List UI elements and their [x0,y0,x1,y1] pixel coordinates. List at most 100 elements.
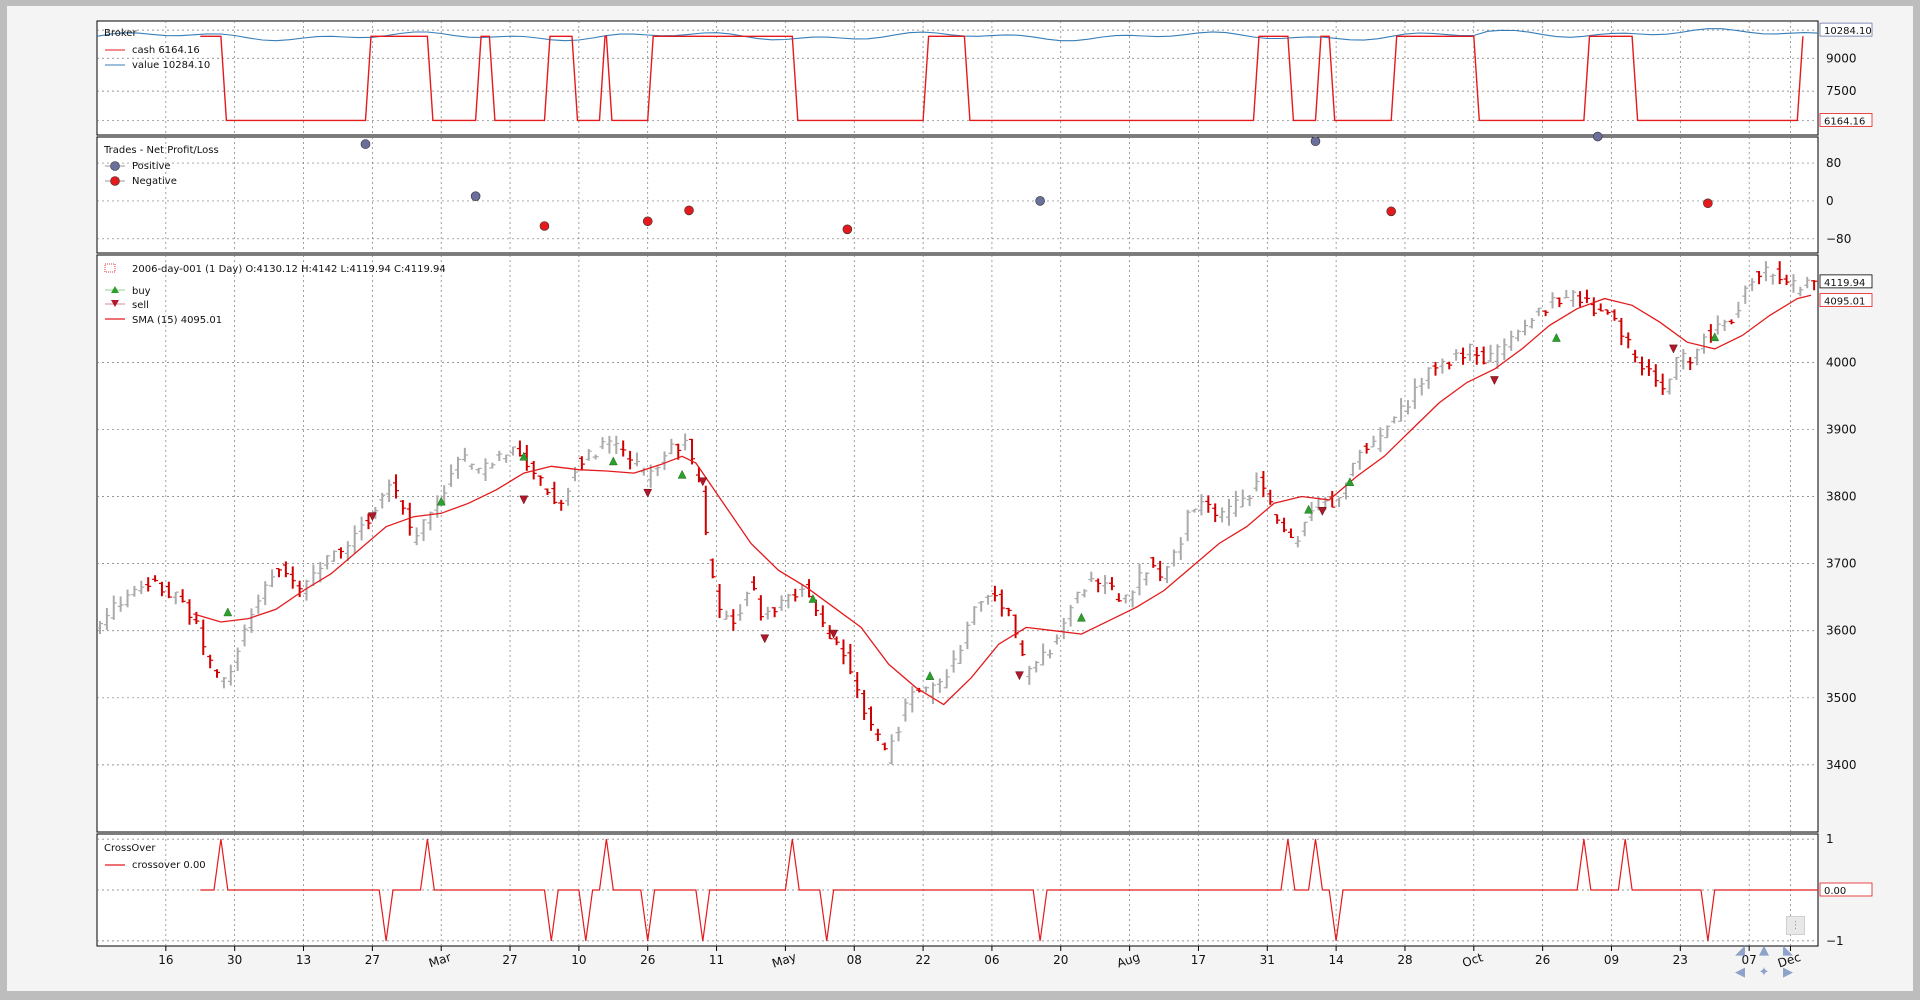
xtick-label-7: 26 [640,953,655,967]
crossover-ytick-1: 1 [1826,832,1834,846]
price-legend-sell-marker [111,300,119,307]
sell-marker-9 [1669,344,1678,354]
sell-marker-6 [1015,671,1024,681]
trade-point-0 [360,139,371,149]
buy-marker-11 [1710,332,1720,342]
xtick-label-3: 27 [365,953,380,967]
navigation-pad[interactable]: ◢ ▲ ◣ ◀ ✦ ▶ [1730,940,1802,1000]
xtick-label-10: 08 [847,953,862,967]
trades-ytick-0: 80 [1826,156,1841,170]
crossover-last-label: 0.00 [1824,886,1846,897]
panel-2-frame [96,136,1819,254]
sell-marker-5 [829,629,838,639]
nav-left-icon[interactable]: ◀ [1735,964,1745,980]
trade-point-1 [470,191,481,201]
xtick-label-5: 27 [502,953,517,967]
trade-point-2 [539,221,550,231]
buy-marker-1 [436,496,446,506]
nav-up-left-icon[interactable]: ◢ [1735,942,1745,958]
xtick-label-23: 07 [1742,953,1757,967]
trades-ytick-1: 0 [1826,194,1834,208]
trade-point-4 [684,205,694,216]
crossover-line [200,839,1818,941]
trade-point-5 [842,224,853,235]
price-ytick-0: 4000 [1826,355,1857,369]
panel-3-frame [96,254,1819,833]
broker-legend-value: value 10284.10 [132,60,210,71]
price-ytick-4: 3600 [1826,624,1857,638]
xtick-label-11: 22 [915,953,930,967]
trade-point-9 [1592,131,1603,142]
trade-point-3 [642,216,653,227]
crossover-title: CrossOver [104,843,156,854]
trades-legend-positive-marker [110,161,120,171]
buy-marker-7 [1077,612,1086,622]
sell-marker-3 [698,477,708,487]
price-legend-sma: SMA (15) 4095.01 [132,315,222,326]
xtick-label-1: 30 [227,953,242,967]
xtick-label-4: Mar [427,950,453,970]
broker-title: Broker [104,28,137,39]
broker-value-last-box [1819,22,1873,37]
xtick-label-17: 14 [1328,953,1343,967]
xtick-label-6: 10 [571,953,586,967]
price-ytick-5: 3500 [1826,691,1857,705]
panel-1-frame [96,20,1819,136]
nav-up-right-icon[interactable]: ◣ [1783,942,1793,958]
xtick-label-21: 09 [1604,953,1619,967]
xtick-label-2: 13 [296,953,311,967]
price-close-last-label: 4119.94 [1824,278,1865,289]
broker-ytick-9000: 9000 [1826,51,1857,65]
broker-ytick-7500: 7500 [1826,84,1857,98]
scroll-up-button[interactable]: ⋮ [1786,916,1805,935]
plot-window: 16 30 13 27 Mar 27 10 26 11 May 08 22 06 20 Aug 17 31 14 2… [7,6,1913,991]
trade-point-6 [1035,196,1045,206]
price-title: 2006-day-001 (1 Day) O:4130.12 H:4142 L:… [132,264,446,275]
nav-center-icon[interactable]: ✦ [1758,964,1770,980]
xtick-label-19: Oct [1461,950,1485,970]
sell-marker-0 [367,512,377,522]
price-sma-last-label-box [1819,293,1873,308]
crossover-ytick-neg1: −1 [1826,934,1844,948]
nav-up-icon[interactable]: ▲ [1759,942,1769,958]
xtick-label-16: 31 [1260,953,1275,967]
buy-marker-2 [519,451,529,461]
xtick-label-24: Dec [1776,950,1802,970]
trades-ytick-2: −80 [1826,232,1851,246]
broker-cash-last-label: 6164.16 [1824,116,1865,127]
buy-marker-8 [1304,504,1313,514]
price-legend-buy-marker [111,286,119,293]
trade-point-7 [1310,136,1321,147]
buy-marker-10 [1552,332,1561,342]
buy-marker-6 [925,671,935,680]
price-legend-ohlc-swatch [104,263,116,273]
price-ytick-6: 3400 [1826,758,1857,772]
trades-legend-negative: Negative [132,176,177,187]
buy-marker-4 [677,469,687,479]
price-ytick-3: 3700 [1826,557,1857,571]
buy-marker-9 [1345,477,1355,487]
broker-cash-last-label-box [1819,113,1873,127]
price-ytick-2: 3800 [1826,490,1857,504]
broker-cash-line [200,35,1804,122]
price-ytick-1: 3900 [1826,422,1857,436]
sell-marker-8 [1490,376,1499,386]
trades-legend-negative-marker [110,176,120,186]
price-legend-buy: buy [132,286,151,297]
nav-right-icon[interactable]: ▶ [1783,964,1793,980]
crossover-legend: crossover 0.00 [132,860,206,871]
broker-legend-cash: cash 6164.16 [132,45,200,56]
xtick-label-15: 17 [1191,953,1206,967]
chart-canvas: 16 30 13 27 Mar 27 10 26 11 May 08 22 06 20 Aug 17 31 14 2… [96,20,1873,971]
xtick-label-13: 20 [1053,953,1068,967]
xtick-label-20: 26 [1535,953,1550,967]
sell-marker-7 [1317,507,1327,516]
xtick-label-22: 23 [1673,953,1688,967]
sell-marker-4 [760,634,770,644]
trades-title: Trades - Net Profit/Loss [103,145,219,156]
trades-legend-positive: Positive [132,161,171,172]
xtick-label-12: 06 [984,953,999,967]
buy-marker-3 [608,456,618,466]
xtick-label-14: Aug [1115,950,1142,971]
sell-marker-1 [519,495,529,505]
